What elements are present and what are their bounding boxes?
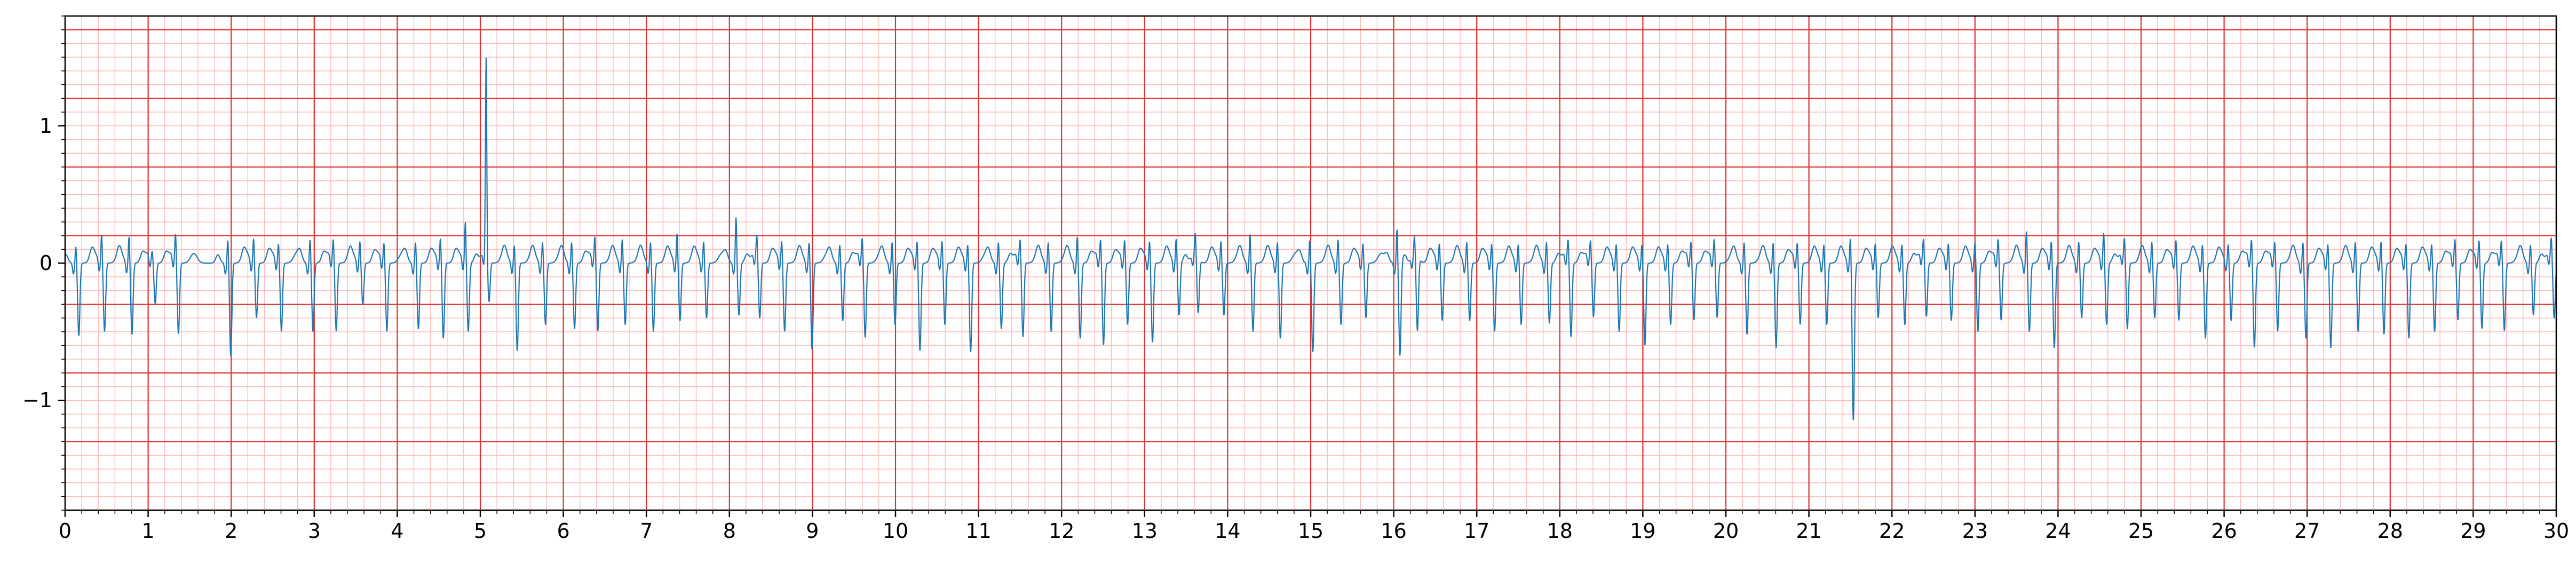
x-tick-label: 20 [1713, 519, 1739, 543]
x-tick-label: 4 [391, 519, 403, 543]
ecg-series-line [65, 57, 2557, 421]
x-axis: 0 1 2 3 4 5 6 7 8 9 10 11 12 13 14 15 16 17 18 19 20 21 22 23 24… [59, 510, 2569, 543]
y-axis: −1 0 1 [22, 15, 65, 511]
x-tick-label: 2 [225, 519, 237, 543]
x-tick-label: 7 [640, 519, 653, 543]
x-tick-label: 14 [1215, 519, 1240, 543]
x-tick-label: 6 [557, 519, 570, 543]
x-tick-label: 17 [1464, 519, 1489, 543]
y-tick-label: −1 [22, 388, 52, 412]
x-tick-label: 13 [1132, 519, 1158, 543]
x-tick-label: 26 [2211, 519, 2237, 543]
major-grid [64, 16, 2557, 511]
x-tick-label: 8 [723, 519, 736, 543]
x-tick-label: 29 [2460, 519, 2486, 543]
y-tick-label: 1 [39, 114, 52, 138]
x-tick-label: 12 [1049, 519, 1074, 543]
x-tick-label: 21 [1796, 519, 1821, 543]
x-tick-label: 16 [1381, 519, 1406, 543]
x-tick-label: 25 [2128, 519, 2154, 543]
x-tick-label: 27 [2294, 519, 2320, 543]
x-tick-label: 22 [1879, 519, 1905, 543]
x-tick-label: 28 [2377, 519, 2403, 543]
x-tick-label: 0 [59, 519, 72, 543]
x-tick-label: 11 [965, 519, 991, 543]
x-tick-label: 19 [1630, 519, 1655, 543]
x-tick-label: 30 [2543, 519, 2569, 543]
x-tick-label: 5 [474, 519, 487, 543]
x-tick-label: 1 [142, 519, 155, 543]
x-tick-label: 10 [883, 519, 908, 543]
y-tick-label: 0 [39, 251, 52, 275]
x-tick-label: 24 [2045, 519, 2071, 543]
x-tick-label: 23 [1962, 519, 1988, 543]
x-tick-label: 3 [308, 519, 321, 543]
ecg-trace [65, 57, 2557, 421]
x-tick-label: 15 [1298, 519, 1323, 543]
x-tick-label: 18 [1547, 519, 1573, 543]
x-tick-label: 9 [806, 519, 819, 543]
